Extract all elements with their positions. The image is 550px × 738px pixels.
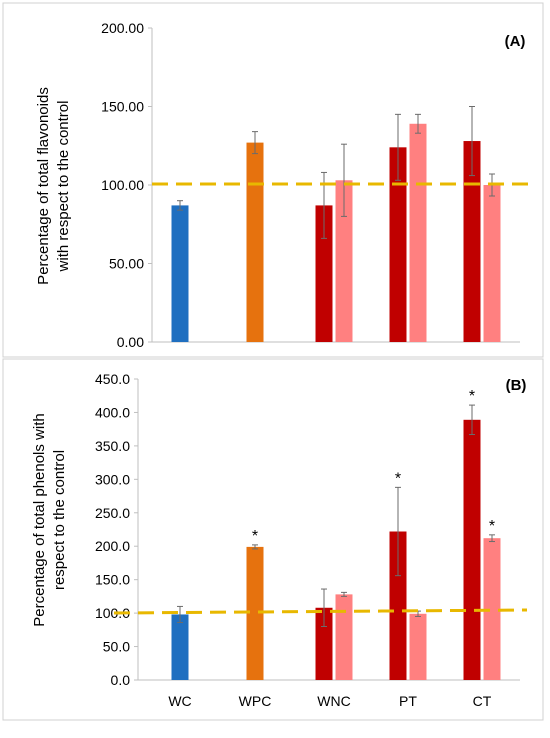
y-tick-label: 0.00: [117, 334, 144, 350]
panel-label: (A): [505, 33, 526, 50]
y-tick-label: 250.0: [95, 505, 130, 521]
bar: [409, 613, 427, 680]
x-tick-label: PT: [399, 693, 417, 709]
reference-line: [113, 608, 528, 615]
significance-marker: *: [252, 528, 258, 545]
y-tick-label: 350.0: [95, 438, 130, 454]
y-axis-title-line: with respect to the control: [55, 101, 72, 273]
panel-b-frame: [2, 358, 544, 721]
bar: [315, 205, 333, 342]
panel-label: (B): [506, 377, 527, 394]
y-axis-title-line: Percentage of total flavonoids: [35, 87, 52, 285]
significance-marker: *: [469, 388, 475, 405]
bar: [335, 594, 353, 680]
bar: [409, 123, 427, 343]
bar: [246, 546, 264, 680]
panel-a: 0.00 50.00 100.00 150.00 200.00 Percentage of…: [35, 20, 528, 350]
bar: [171, 614, 189, 680]
y-axis-title: Percentage of total flavonoids with respe…: [35, 87, 72, 285]
y-axis-title-line: Percentage of total phenols with: [31, 413, 48, 626]
bar: [483, 185, 501, 342]
y-tick-label: 200.00: [101, 20, 144, 36]
bar: [483, 538, 501, 680]
bar: [335, 180, 353, 342]
bar: [463, 141, 481, 342]
significance-marker: *: [395, 470, 401, 487]
bar: [389, 147, 407, 342]
x-tick-label: WNC: [317, 693, 350, 709]
panel-b: 0.0 50.0 100.0 150.0 200.0 250.0 300.0 350.0 400…: [31, 371, 528, 709]
bar: [315, 607, 333, 680]
y-tick-label: 300.0: [95, 471, 130, 487]
y-tick-label: 100.00: [101, 177, 144, 193]
y-tick-label: 400.0: [95, 404, 130, 420]
y-tick-label: 150.00: [101, 99, 144, 115]
x-tick-label: WC: [168, 693, 191, 709]
y-axis-title-line: respect to the control: [51, 450, 68, 590]
x-tick-label: CT: [473, 693, 492, 709]
bar: [171, 205, 189, 342]
y-tick-label: 450.0: [95, 371, 130, 387]
x-tick-label: WPC: [239, 693, 272, 709]
bar: [246, 142, 264, 342]
y-tick-label: 200.0: [95, 538, 130, 554]
panel-a-frame: [2, 2, 544, 358]
y-axis-title: Percentage of total phenols with respect …: [31, 413, 68, 626]
y-tick-label: 0.0: [111, 672, 131, 688]
significance-marker: *: [489, 518, 495, 535]
y-tick-label: 100.0: [95, 605, 130, 621]
y-tick-label: 50.0: [103, 639, 130, 655]
y-tick-label: 50.00: [109, 256, 144, 272]
y-tick-label: 150.0: [95, 572, 130, 588]
bar: [463, 419, 481, 680]
bar: [389, 531, 407, 680]
